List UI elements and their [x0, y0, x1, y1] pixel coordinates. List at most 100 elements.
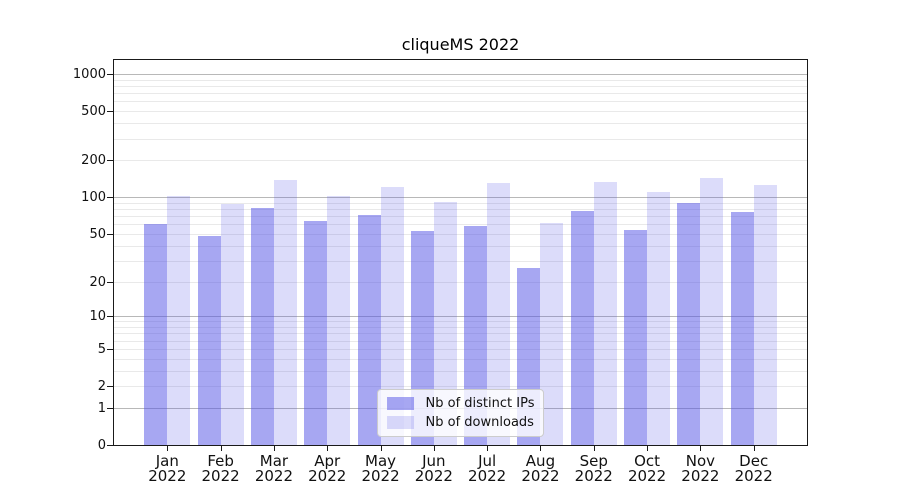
bar-downloads-mar	[273, 180, 297, 445]
y-tick-label: 20	[89, 274, 106, 290]
x-tick	[273, 446, 275, 451]
gridline-minor	[114, 216, 807, 218]
x-tick	[433, 446, 435, 451]
x-tick	[487, 446, 489, 451]
bar-distinct-ips-apr	[304, 220, 328, 445]
bar-downloads-jul	[487, 182, 511, 445]
gridline-minor	[114, 333, 807, 335]
gridline-minor	[114, 281, 807, 283]
y-tick	[107, 281, 113, 283]
gridline-minor	[114, 123, 807, 125]
gridline-minor	[114, 160, 807, 162]
x-tick	[593, 446, 595, 451]
y-tick	[107, 197, 113, 199]
y-tick-label: 5	[97, 341, 106, 357]
x-tick	[220, 446, 222, 451]
bar-downloads-jan	[167, 195, 191, 445]
gridline-minor	[114, 138, 807, 140]
x-tick	[647, 446, 649, 451]
gridline-minor	[114, 386, 807, 387]
x-tick-label: Jul 2022	[468, 452, 507, 485]
y-tick	[107, 233, 113, 235]
y-tick-label: 50	[89, 226, 106, 242]
x-tick-label: Jan 2022	[148, 452, 187, 485]
gridline-minor	[114, 340, 807, 342]
gridline-minor	[114, 85, 807, 87]
bar-downloads-feb	[220, 204, 244, 445]
x-tick	[753, 446, 755, 451]
bar-distinct-ips-nov	[677, 202, 701, 445]
gridline-minor	[114, 101, 807, 103]
x-tick-label: Apr 2022	[308, 452, 347, 485]
gridline-minor	[114, 358, 807, 360]
x-tick	[700, 446, 702, 451]
gridline-minor	[114, 245, 807, 247]
y-tick-label: 2	[97, 379, 106, 394]
gridline-minor	[114, 327, 807, 328]
gridline-minor	[114, 233, 807, 235]
x-tick-label: Jun 2022	[414, 452, 453, 485]
y-tick-label: 500	[81, 104, 106, 120]
x-tick	[327, 446, 329, 451]
legend-swatch-downloads	[386, 416, 414, 429]
x-tick-label: Nov 2022	[681, 452, 720, 485]
bar-downloads-dec	[753, 184, 777, 445]
bar-distinct-ips-mar	[250, 207, 274, 445]
x-tick-label: Dec 2022	[734, 452, 773, 485]
chart-title: cliqueMS 2022	[401, 35, 520, 54]
x-tick-label: May 2022	[361, 452, 400, 485]
y-tick	[107, 407, 113, 409]
y-tick-label: 200	[81, 153, 106, 169]
legend-swatch-distinct-ips	[386, 397, 414, 410]
x-tick-label: Aug 2022	[521, 452, 560, 485]
bar-downloads-sep	[593, 182, 617, 445]
legend-label-downloads: Nb of downloads	[425, 415, 534, 430]
x-tick-label: Mar 2022	[254, 452, 294, 485]
bar-downloads-jun	[433, 202, 457, 445]
legend-label-distinct-ips: Nb of distinct IPs	[425, 396, 535, 411]
gridline-minor	[114, 370, 807, 372]
gridline-minor	[114, 209, 807, 211]
y-tick	[107, 160, 113, 162]
bar-downloads-aug	[540, 222, 564, 445]
x-tick	[380, 446, 382, 451]
bar-downloads-apr	[327, 196, 351, 445]
y-tick	[107, 111, 113, 113]
bar-distinct-ips-sep	[570, 211, 594, 445]
bar-distinct-ips-feb	[197, 236, 221, 445]
y-tick	[107, 74, 113, 75]
bar-distinct-ips-jan	[144, 224, 168, 445]
legend: Nb of distinct IPs Nb of downloads	[376, 389, 545, 437]
bar-distinct-ips-oct	[624, 229, 648, 445]
x-tick-label: Oct 2022	[627, 452, 667, 485]
legend-row-downloads: Nb of downloads	[386, 415, 535, 430]
gridline-major	[114, 197, 807, 199]
y-tick	[107, 445, 113, 446]
gridline-minor	[114, 93, 807, 95]
y-tick-label: 1	[97, 400, 106, 416]
x-tick-label: Feb 2022	[201, 452, 240, 485]
y-tick	[107, 386, 113, 387]
x-tick-label: Sep 2022	[574, 452, 613, 485]
gridline-minor	[114, 111, 807, 113]
x-tick	[540, 446, 542, 451]
y-tick-label: 10	[89, 309, 106, 325]
bar-downloads-may	[380, 187, 404, 445]
legend-row-distinct-ips: Nb of distinct IPs	[386, 396, 535, 411]
gridline-minor	[114, 321, 807, 323]
gridline-major	[114, 74, 807, 75]
bar-distinct-ips-dec	[730, 212, 754, 445]
x-tick	[167, 446, 169, 451]
y-tick-label: 0	[97, 438, 106, 453]
gridline-minor	[114, 260, 807, 262]
bar-downloads-nov	[700, 177, 724, 445]
bar-distinct-ips-may	[357, 215, 381, 445]
gridline-minor	[114, 202, 807, 204]
gridline-minor	[114, 79, 807, 81]
y-tick	[107, 348, 113, 350]
bar-downloads-oct	[647, 191, 671, 445]
y-tick-label: 100	[81, 190, 106, 206]
gridline-minor	[114, 348, 807, 350]
gridline-minor	[114, 224, 807, 226]
